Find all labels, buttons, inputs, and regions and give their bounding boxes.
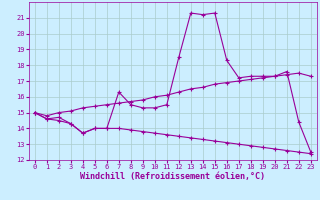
X-axis label: Windchill (Refroidissement éolien,°C): Windchill (Refroidissement éolien,°C) [80,172,265,181]
